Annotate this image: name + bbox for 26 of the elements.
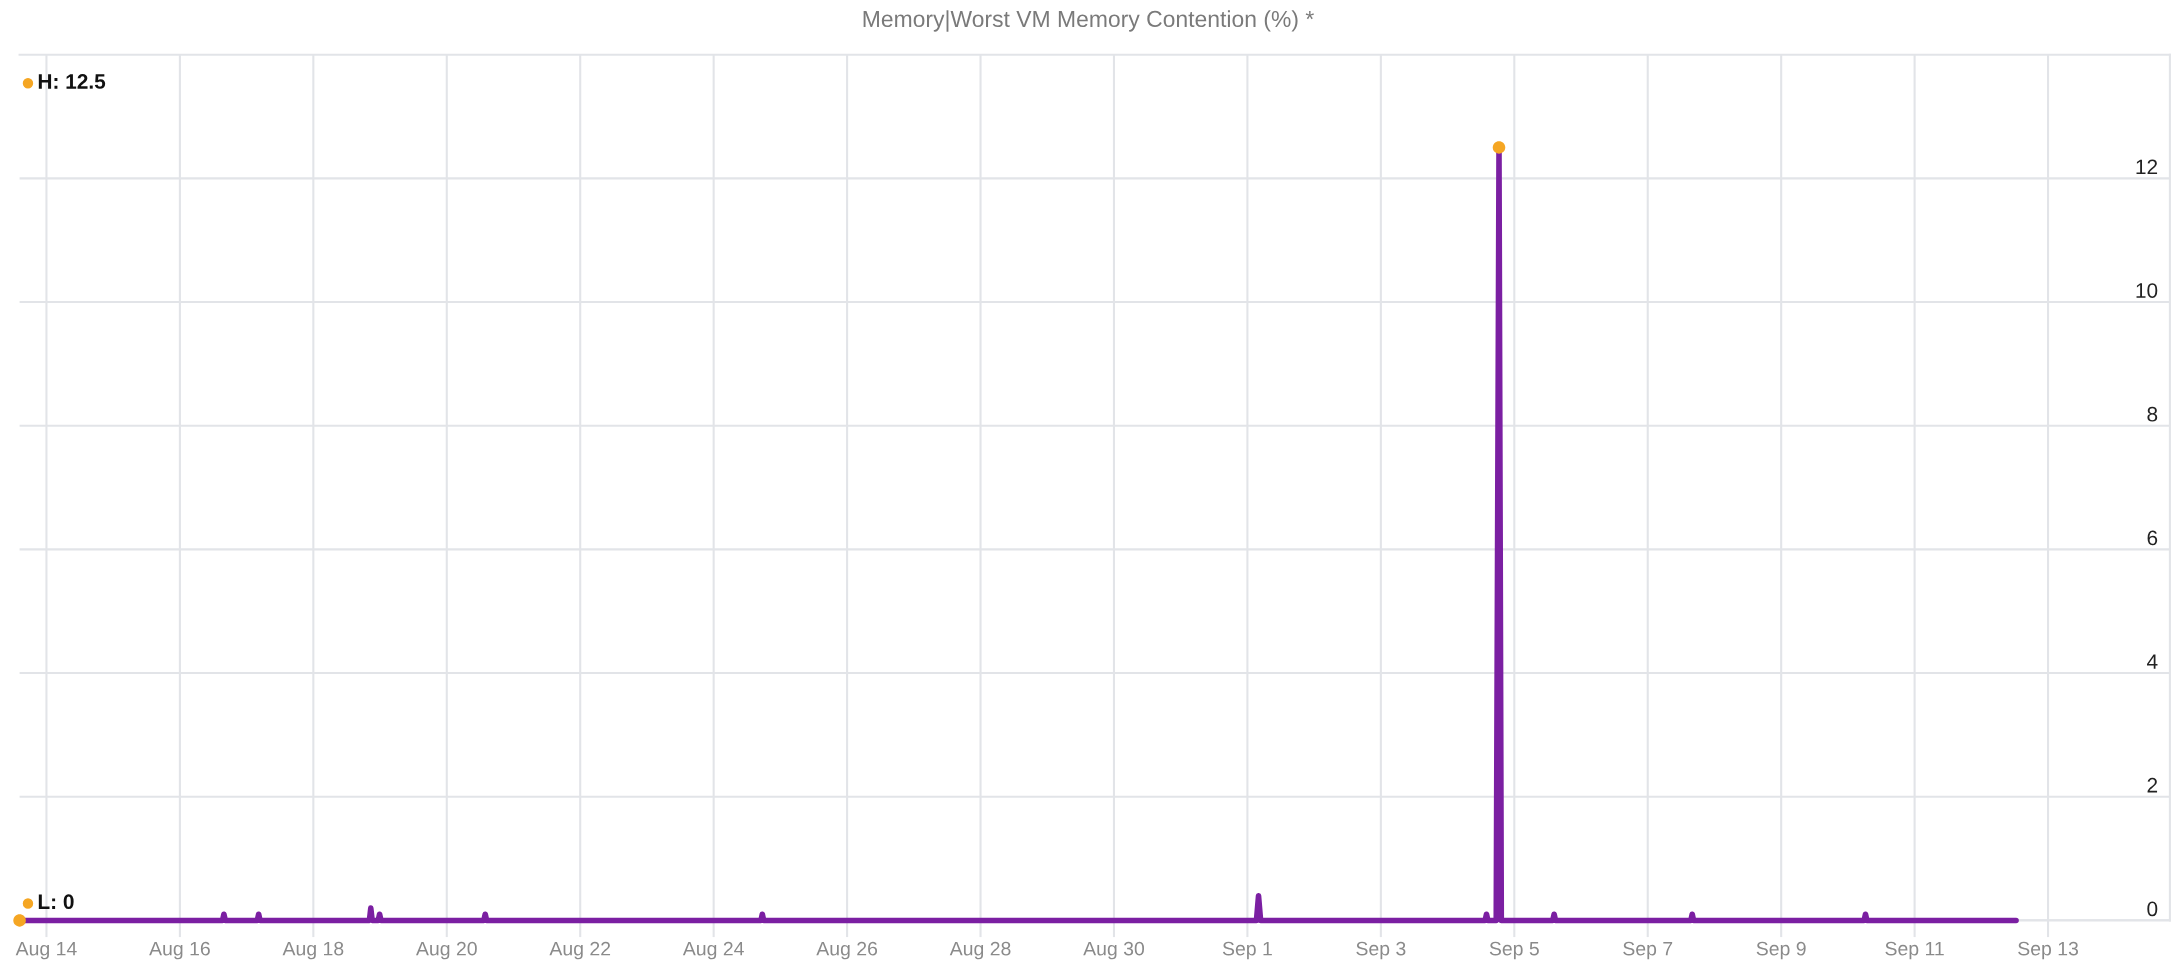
- chart-title: Memory|Worst VM Memory Contention (%) *: [863, 10, 1314, 32]
- annotation: L: 0: [38, 894, 74, 910]
- x-tick-label: Sep 1: [1222, 941, 1272, 960]
- y-tick-label: 6: [2147, 530, 2158, 546]
- x-tick-label: Sep 9: [1756, 941, 1806, 960]
- x-tick-label: Sep 3: [1356, 941, 1406, 960]
- x-tick-label: Aug 14: [15, 941, 77, 960]
- annotation: H: 12.5: [38, 74, 106, 89]
- y-tick-label: 8: [2147, 406, 2158, 422]
- x-tick-label: Aug 22: [549, 941, 611, 960]
- x-tick-label: Aug 18: [282, 941, 344, 960]
- y-tick-label: 12: [2136, 159, 2158, 175]
- y-tick-label: 10: [2136, 283, 2158, 298]
- x-tick-label: Aug 28: [949, 941, 1011, 960]
- x-tick-label: Aug 30: [1083, 941, 1145, 960]
- x-tick-label: Aug 20: [416, 941, 477, 960]
- y-tick-label: 0: [2147, 901, 2158, 917]
- x-tick-label: Aug 26: [816, 941, 878, 960]
- x-tick-label: Aug 24: [682, 941, 744, 960]
- y-tick-label: 2: [2147, 777, 2158, 793]
- x-tick-label: Sep 11: [1885, 941, 1944, 960]
- x-tick-label: Aug 16: [149, 941, 210, 960]
- x-tick-label: Sep 5: [1489, 941, 1539, 960]
- x-tick-label: Sep 7: [1623, 941, 1673, 960]
- y-tick-label: 4: [2146, 654, 2158, 669]
- x-tick-label: Sep 13: [2018, 941, 2079, 960]
